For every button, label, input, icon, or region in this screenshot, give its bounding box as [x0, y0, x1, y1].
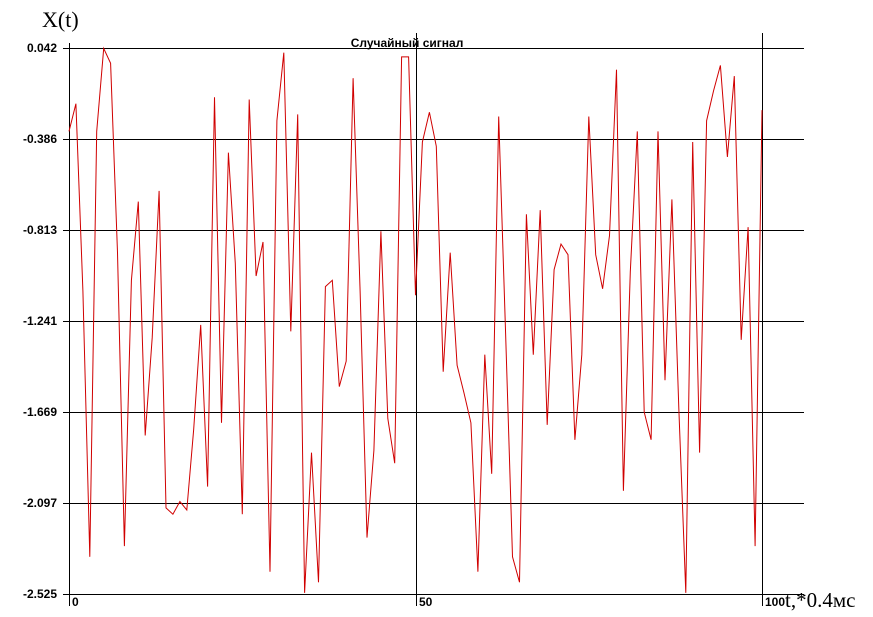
x-tick-label: 100: [765, 595, 785, 609]
grid-layer: [63, 33, 804, 606]
signal-series-line: [68, 46, 763, 593]
y-tick-label: -1.669: [23, 405, 57, 419]
y-tick-label: -2.525: [23, 587, 57, 601]
x-tick-label: 50: [419, 595, 433, 609]
y-tick-label: 0.042: [27, 41, 57, 55]
y-axis-label: X(t): [42, 7, 79, 32]
y-tick-label: -0.813: [23, 223, 57, 237]
y-tick-label: -1.241: [23, 314, 57, 328]
x-tick-label: 0: [72, 595, 79, 609]
tick-label-layer: 0.042 -0.386 -0.813 -1.241 -1.669 -2.097 -2.52…: [23, 41, 785, 609]
chart-title: Случайный сигнал: [351, 36, 464, 50]
x-axis-label: t,*0.4мс: [785, 588, 855, 612]
y-tick-label: -2.097: [23, 496, 57, 510]
y-tick-label: -0.386: [23, 132, 57, 146]
